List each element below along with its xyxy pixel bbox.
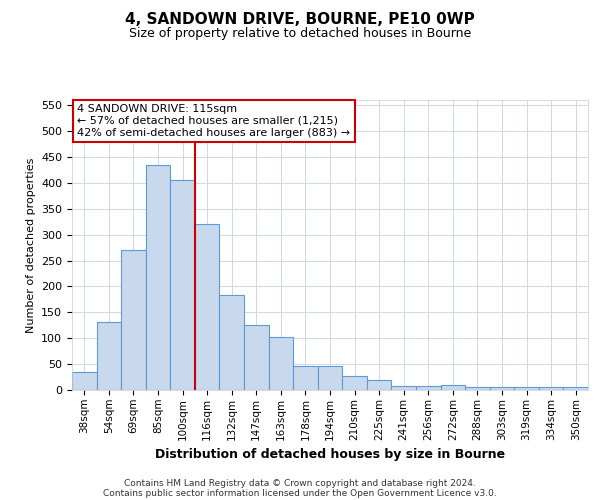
Bar xyxy=(465,388,490,390)
Bar xyxy=(195,224,220,390)
Bar xyxy=(121,250,146,390)
Text: Contains public sector information licensed under the Open Government Licence v3: Contains public sector information licen… xyxy=(103,488,497,498)
Text: 4, SANDOWN DRIVE, BOURNE, PE10 0WP: 4, SANDOWN DRIVE, BOURNE, PE10 0WP xyxy=(125,12,475,28)
Bar xyxy=(318,366,342,390)
Bar xyxy=(539,388,563,390)
Bar xyxy=(97,322,121,390)
Text: Size of property relative to detached houses in Bourne: Size of property relative to detached ho… xyxy=(129,28,471,40)
Bar xyxy=(269,336,293,390)
Bar xyxy=(367,380,391,390)
Bar xyxy=(391,386,416,390)
Bar xyxy=(72,372,97,390)
Bar xyxy=(342,376,367,390)
Y-axis label: Number of detached properties: Number of detached properties xyxy=(26,158,35,332)
Bar xyxy=(416,386,440,390)
Bar xyxy=(440,385,465,390)
Bar xyxy=(514,388,539,390)
Bar xyxy=(220,295,244,390)
Text: Contains HM Land Registry data © Crown copyright and database right 2024.: Contains HM Land Registry data © Crown c… xyxy=(124,478,476,488)
Text: 4 SANDOWN DRIVE: 115sqm
← 57% of detached houses are smaller (1,215)
42% of semi: 4 SANDOWN DRIVE: 115sqm ← 57% of detache… xyxy=(77,104,350,138)
Bar xyxy=(146,164,170,390)
Bar xyxy=(293,366,318,390)
Bar xyxy=(244,326,269,390)
Bar xyxy=(563,388,588,390)
X-axis label: Distribution of detached houses by size in Bourne: Distribution of detached houses by size … xyxy=(155,448,505,461)
Bar xyxy=(170,180,195,390)
Bar xyxy=(490,388,514,390)
